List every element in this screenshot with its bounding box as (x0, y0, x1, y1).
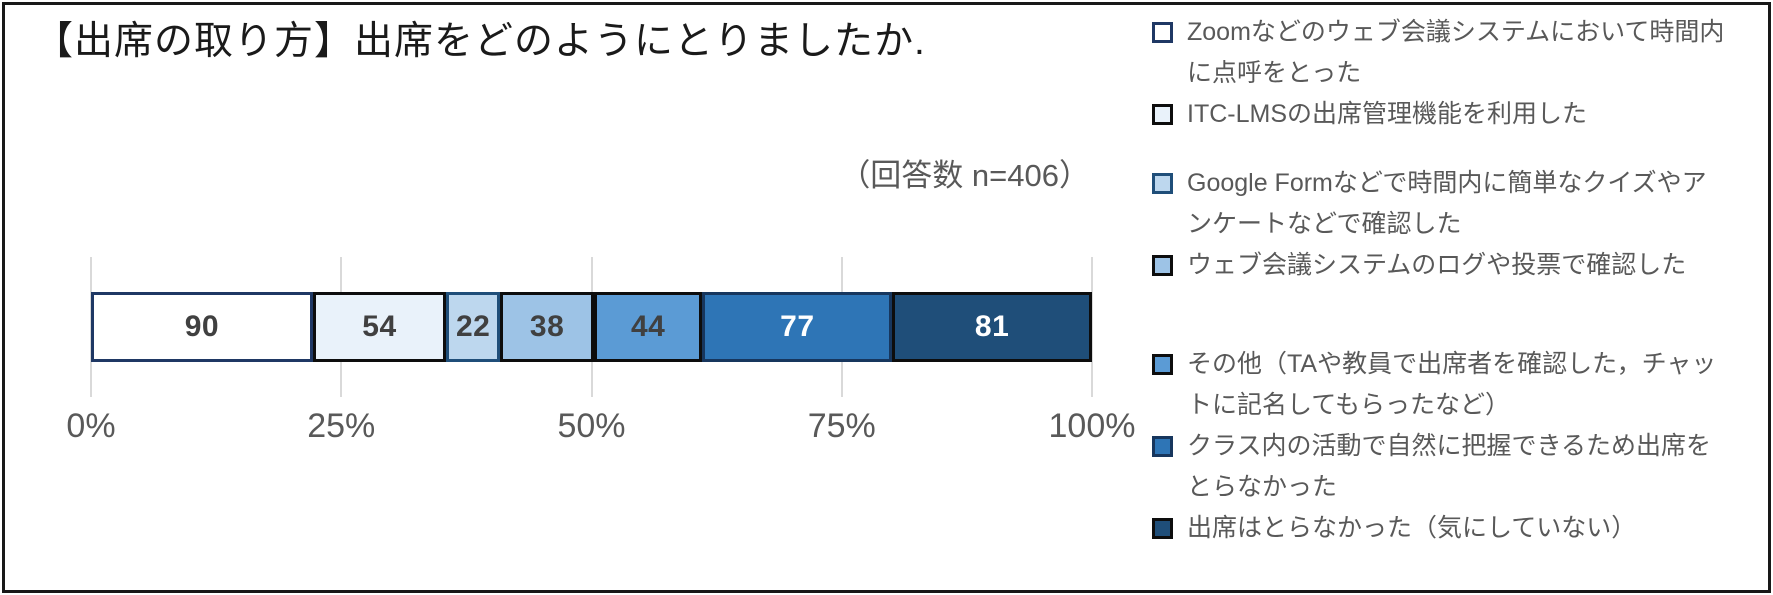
bar-segment-value: 44 (630, 310, 666, 343)
x-tick-label: 25% (307, 407, 376, 445)
legend-label-line: Google Formなどで時間内に簡単なクイズやア (1187, 169, 1707, 197)
stacked-bar: 90 54 22 38 44 77 81 (91, 292, 1092, 362)
response-count-annotation: （回答数 n=406） (839, 158, 1090, 193)
bar-segment: 81 (892, 292, 1092, 362)
legend-item: 出席はとらなかった（気にしていない） (1152, 508, 1768, 549)
legend-label-line: とらなかった (1187, 473, 1338, 501)
legend-label-line: 出席はとらなかった（気にしていない） (1187, 514, 1637, 542)
legend-marker-icon (1152, 255, 1173, 276)
legend-label-line: ンケートなどで確認した (1187, 210, 1462, 238)
legend-item: クラス内の活動で自然に把握できるため出席を とらなかった (1152, 426, 1768, 508)
bar-segment-value: 54 (362, 310, 397, 343)
legend-item: その他（TAや教員で出席者を確認した，チャッ トに記名してもらったなど） (1152, 344, 1768, 426)
x-tick-label: 0% (66, 407, 116, 445)
legend-marker-icon (1152, 354, 1173, 375)
bar-segment: 77 (702, 292, 893, 362)
bar-segment-value: 77 (780, 310, 815, 343)
legend-label-line: クラス内の活動で自然に把握できるため出席を (1187, 432, 1712, 460)
legend-item: ウェブ会議システムのログや投票で確認した (1152, 245, 1768, 286)
legend-label-line: ITC-LMSの出席管理機能を利用した (1187, 100, 1588, 128)
bar-segment-value: 81 (974, 310, 1010, 343)
legend-label-line: ウェブ会議システムのログや投票で確認した (1187, 251, 1687, 279)
bar-segment: 22 (446, 292, 501, 362)
legend-item: Google Formなどで時間内に簡単なクイズやア ンケートなどで確認した (1152, 163, 1768, 245)
bar-segment: 44 (593, 292, 703, 362)
gridline-100% (1091, 257, 1093, 397)
legend-group: Zoomなどのウェブ会議システムにおいて時間内 に点呼をとった ITC-LMSの出席… (1152, 12, 1768, 135)
x-tick-label: 100% (1048, 407, 1136, 445)
legend-marker-icon (1152, 436, 1173, 457)
legend-label-line: その他（TAや教員で出席者を確認した，チャッ (1187, 350, 1717, 378)
legend-marker-icon (1152, 104, 1173, 125)
bar-segment: 38 (500, 292, 594, 362)
plot-area: 90 54 22 38 44 77 81 0% 25% 50% 75% 100% (66, 257, 1135, 445)
legend-label-line: トに記名してもらったなど） (1187, 391, 1511, 419)
legend-item: Zoomなどのウェブ会議システムにおいて時間内 に点呼をとった (1152, 12, 1768, 94)
legend-group: Google Formなどで時間内に簡単なクイズやア ンケートなどで確認したウェブ… (1152, 163, 1768, 286)
bar-segment-value: 22 (455, 310, 491, 343)
x-tick-label: 75% (807, 407, 876, 445)
legend-group: その他（TAや教員で出席者を確認した，チャッ トに記名してもらったなど） クラス内の… (1152, 344, 1768, 549)
bar-segment-value: 38 (529, 310, 565, 343)
bar-segment: 54 (312, 292, 447, 362)
legend-label-line: に点呼をとった (1187, 59, 1362, 87)
legend: Zoomなどのウェブ会議システムにおいて時間内 に点呼をとった ITC-LMSの出席… (1152, 12, 1768, 549)
x-tick-label: 50% (557, 407, 626, 445)
legend-marker-icon (1152, 22, 1173, 43)
chart-title: 【出席の取り方】出席をどのようにとりましたか. (34, 20, 926, 63)
legend-marker-icon (1152, 173, 1173, 194)
bar-segment-value: 90 (184, 310, 220, 343)
legend-label-line: Zoomなどのウェブ会議システムにおいて時間内 (1187, 18, 1725, 46)
legend-marker-icon (1152, 518, 1173, 539)
bar-segment: 90 (91, 292, 313, 362)
legend-item: ITC-LMSの出席管理機能を利用した (1152, 94, 1768, 135)
